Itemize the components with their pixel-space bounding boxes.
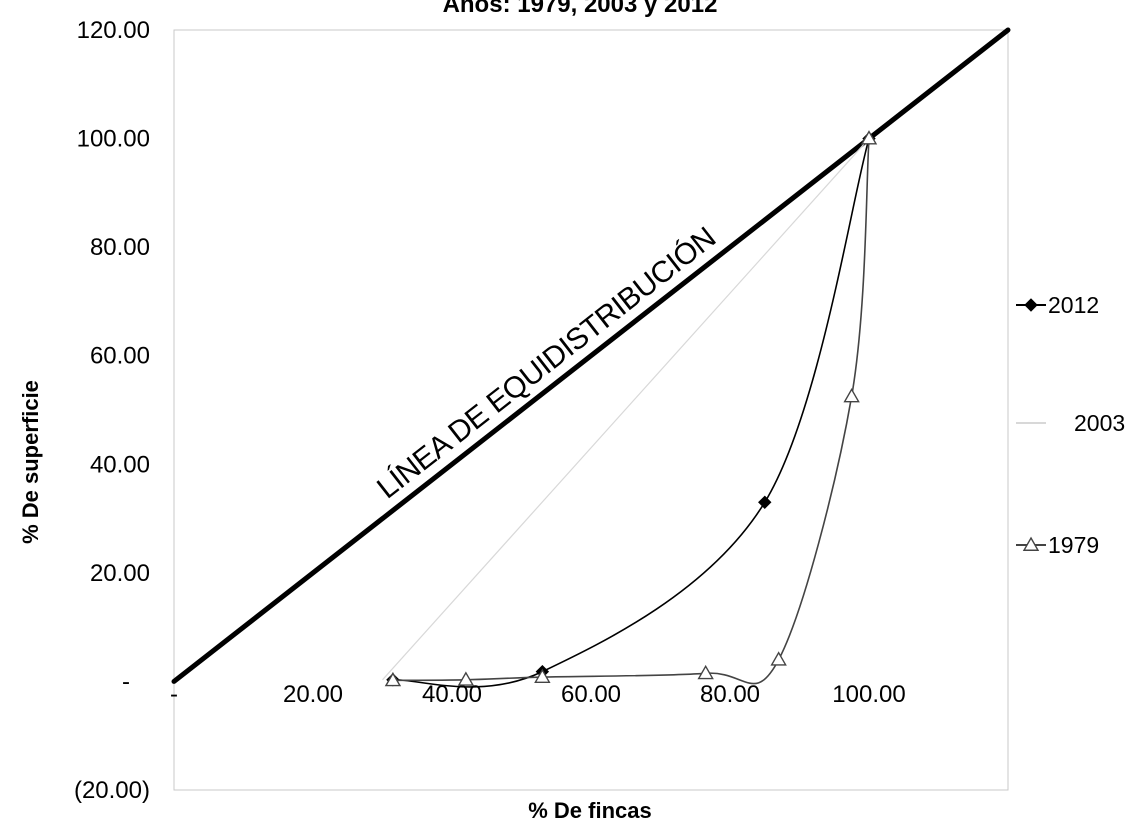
y-tick-label: (20.00) — [74, 777, 150, 804]
y-axis-title: % De superficie — [18, 380, 43, 544]
y-tick-label: 120.00 — [77, 17, 150, 44]
data-point-1979 — [384, 671, 402, 687]
y-tick-label: 20.00 — [90, 560, 150, 587]
y-tick-label: - — [122, 668, 130, 695]
y-axis-ticks: (20.00) - 20.00 40.00 60.00 80.00 100.00 120.00 — [74, 17, 150, 804]
x-tick-label: 60.00 — [561, 681, 621, 708]
series-layer — [382, 130, 878, 688]
equidistribution-line — [171, 27, 1011, 684]
data-point-1979 — [697, 664, 714, 680]
y-tick-label: 80.00 — [90, 234, 150, 261]
chart-title: Años: 1979, 2003 y 2012 — [443, 0, 718, 18]
y-tick-label: 100.00 — [77, 126, 150, 153]
data-point-1979 — [770, 651, 787, 666]
legend: 2012 2003 1979 — [1016, 292, 1125, 558]
x-axis-ticks: -20.00 40.00 60.00 80.00 100.00 — [170, 681, 906, 708]
legend-label-1979: 1979 — [1048, 532, 1099, 558]
y-tick-label: 60.00 — [90, 343, 150, 370]
x-tick-label: 20.00 — [283, 681, 343, 708]
x-tick-label: 80.00 — [700, 681, 760, 708]
equidistribution-label: LÍNEA DE EQUIDISTRIBUCIÓN — [371, 221, 722, 505]
data-point-1979 — [457, 671, 475, 686]
x-tick-label: - — [170, 681, 178, 708]
legend-label-2003: 2003 — [1074, 410, 1125, 436]
series-1979 — [384, 130, 878, 687]
legend-label-2012: 2012 — [1048, 292, 1099, 318]
data-point-2012 — [758, 495, 772, 509]
plot-area-frame — [173, 29, 1009, 791]
legend-marker-2012 — [1024, 298, 1038, 312]
series-line-2003 — [382, 138, 870, 681]
data-point-1979 — [843, 388, 860, 403]
x-axis-title: % De fincas — [528, 798, 652, 823]
data-point-1979 — [860, 130, 878, 145]
series-2003 — [382, 138, 870, 681]
series-line-1979 — [392, 138, 870, 685]
x-tick-label: 100.00 — [832, 681, 905, 708]
series-line-2012 — [392, 138, 870, 688]
legend-marker-1979 — [1022, 536, 1040, 551]
y-tick-label: 40.00 — [90, 451, 150, 478]
data-point-1979 — [534, 668, 551, 684]
